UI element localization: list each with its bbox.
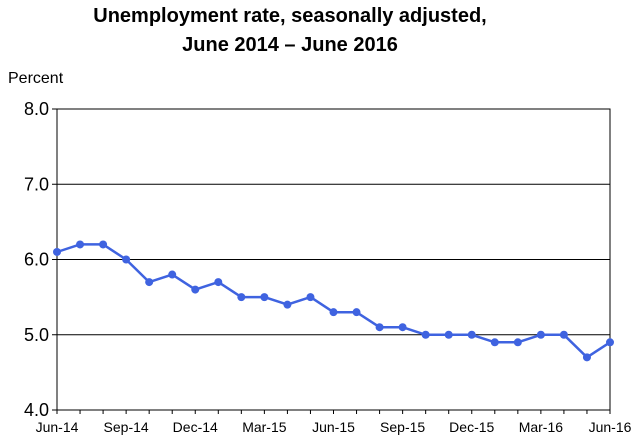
- data-point: [168, 270, 177, 279]
- series-line: [56, 243, 611, 359]
- y-tick-label: 7.0: [24, 174, 49, 194]
- data-point: [375, 323, 384, 332]
- chart-title-block: Unemployment rate, seasonally adjusted, …: [0, 2, 580, 60]
- data-point: [513, 338, 522, 347]
- y-tick-label: 5.0: [24, 325, 49, 345]
- data-point: [306, 293, 315, 302]
- chart-title: Unemployment rate, seasonally adjusted,: [93, 5, 487, 27]
- y-axis-label: Percent: [8, 70, 64, 87]
- data-point: [536, 330, 545, 339]
- x-tick-label: Dec-15: [449, 419, 494, 435]
- data-point: [237, 293, 246, 302]
- data-point: [352, 308, 361, 317]
- data-point: [214, 278, 223, 287]
- data-point: [398, 323, 407, 332]
- data-point: [582, 353, 591, 362]
- data-point: [329, 308, 338, 317]
- x-tick-label: Sep-14: [104, 419, 149, 435]
- x-tick-label: Mar-16: [519, 419, 564, 435]
- x-tick-label: Jun-16: [589, 419, 632, 435]
- x-tick-label: Sep-15: [380, 419, 425, 435]
- x-tick-label: Mar-15: [242, 419, 287, 435]
- data-point: [76, 240, 85, 249]
- data-point: [53, 247, 61, 256]
- data-point: [559, 330, 568, 339]
- data-point: [145, 278, 154, 287]
- data-point: [606, 338, 614, 347]
- y-tick-label: 8.0: [24, 99, 49, 119]
- y-tick-label: 4.0: [24, 400, 49, 420]
- data-point: [467, 330, 476, 339]
- data-point: [191, 285, 200, 294]
- data-point: [283, 300, 292, 309]
- data-point: [444, 330, 453, 339]
- chart-subtitle: June 2014 – June 2016: [182, 34, 398, 56]
- data-point: [122, 255, 131, 264]
- data-point: [260, 293, 269, 302]
- x-tick-label: Jun-14: [36, 419, 79, 435]
- data-point: [421, 330, 430, 339]
- x-tick-label: Dec-14: [173, 419, 218, 435]
- data-point: [99, 240, 108, 249]
- x-tick-label: Jun-15: [312, 419, 355, 435]
- y-tick-label: 6.0: [24, 250, 49, 270]
- data-point: [490, 338, 499, 347]
